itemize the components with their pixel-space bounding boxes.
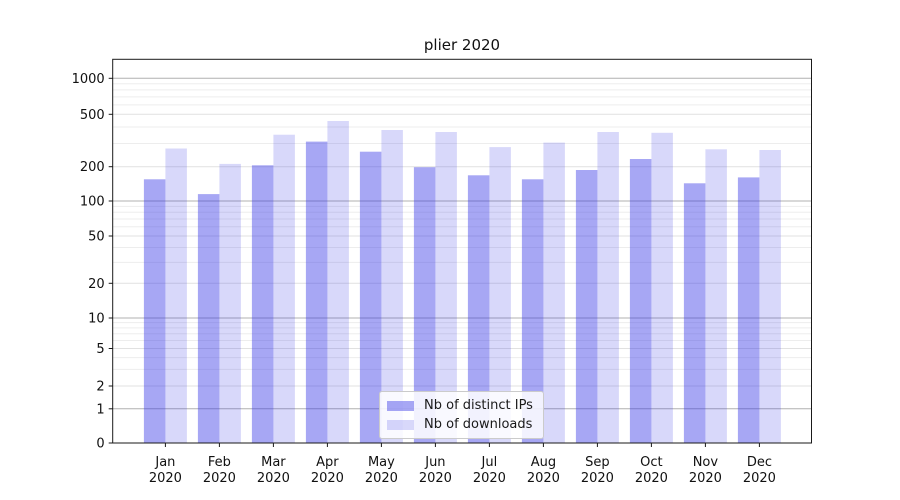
x-tick-label-year: 2020 <box>257 471 290 486</box>
legend-item-distinct-ips: Nb of distinct IPs <box>387 398 533 413</box>
axes-frame <box>112 58 812 444</box>
x-tick-label: Apr <box>316 455 339 470</box>
bar-nov-ips <box>683 183 706 444</box>
bar-jan-ips <box>143 179 166 444</box>
x-tick-label: Jan <box>154 455 175 470</box>
x-tick-label-year: 2020 <box>743 471 776 486</box>
y-tick-label: 1000 <box>72 72 105 87</box>
bar-aug-downloads <box>543 142 565 443</box>
bar-dec-downloads <box>759 150 781 443</box>
bar-mar-ips <box>251 165 274 444</box>
legend-label-downloads: Nb of downloads <box>424 417 533 432</box>
chart-title: plier 2020 <box>423 36 501 54</box>
bar-sep-downloads <box>597 132 619 443</box>
y-tick-label: 2 <box>96 380 104 395</box>
x-tick-label: Aug <box>531 455 556 470</box>
bar-apr-ips <box>305 141 328 443</box>
y-tick-label: 5 <box>96 342 104 357</box>
bar-jun-ips <box>413 167 436 443</box>
x-tick-label: Feb <box>208 455 231 470</box>
bar-jul-downloads <box>489 147 511 443</box>
x-tick-label-year: 2020 <box>203 471 236 486</box>
bar-nov-downloads <box>705 149 727 444</box>
bar-may-ips <box>359 151 382 443</box>
x-tick-label-year: 2020 <box>419 471 452 486</box>
bar-jan-downloads <box>165 148 187 443</box>
y-tick-label: 50 <box>88 230 105 245</box>
legend: Nb of distinct IPs Nb of downloads <box>379 391 544 439</box>
legend-item-downloads: Nb of downloads <box>387 417 533 432</box>
legend-swatch-distinct-ips <box>387 400 414 411</box>
y-tick-label: 200 <box>80 160 105 175</box>
bar-feb-downloads <box>219 163 241 443</box>
x-tick-label: Jul <box>481 455 498 470</box>
x-tick-label: Mar <box>261 455 286 470</box>
x-tick-label-year: 2020 <box>365 471 398 486</box>
y-tick-label: 20 <box>88 277 105 292</box>
x-tick-label-year: 2020 <box>149 471 182 486</box>
y-tick-label: 1 <box>96 402 104 417</box>
x-tick-label: Jun <box>424 455 445 470</box>
x-tick-label-year: 2020 <box>473 471 506 486</box>
bar-aug-ips <box>521 179 544 444</box>
bar-dec-ips <box>737 177 760 443</box>
x-tick-label: Sep <box>585 455 610 470</box>
x-tick-label: May <box>368 455 395 470</box>
x-tick-label-year: 2020 <box>689 471 722 486</box>
x-tick-label: Dec <box>747 455 772 470</box>
x-tick-label-year: 2020 <box>311 471 344 486</box>
x-tick-label-year: 2020 <box>527 471 560 486</box>
bar-sep-ips <box>575 170 598 443</box>
bar-jun-downloads <box>435 132 457 443</box>
x-tick-label-year: 2020 <box>635 471 668 486</box>
y-tick-label: 0 <box>96 437 104 452</box>
x-tick-label: Nov <box>693 455 719 470</box>
legend-swatch-downloads <box>387 419 414 430</box>
x-tick-label: Oct <box>640 455 662 470</box>
bar-apr-downloads <box>327 121 349 443</box>
bar-oct-ips <box>629 159 652 443</box>
legend-label-distinct-ips: Nb of distinct IPs <box>424 398 533 413</box>
bar-feb-ips <box>197 194 220 443</box>
bar-mar-downloads <box>273 134 295 443</box>
bar-oct-downloads <box>651 132 673 444</box>
x-tick-label-year: 2020 <box>581 471 614 486</box>
y-tick-label: 500 <box>80 108 105 123</box>
y-tick-label: 10 <box>88 312 105 327</box>
bar-jul-ips <box>467 175 490 444</box>
bar-may-downloads <box>381 130 403 443</box>
y-tick-label: 100 <box>80 195 105 210</box>
